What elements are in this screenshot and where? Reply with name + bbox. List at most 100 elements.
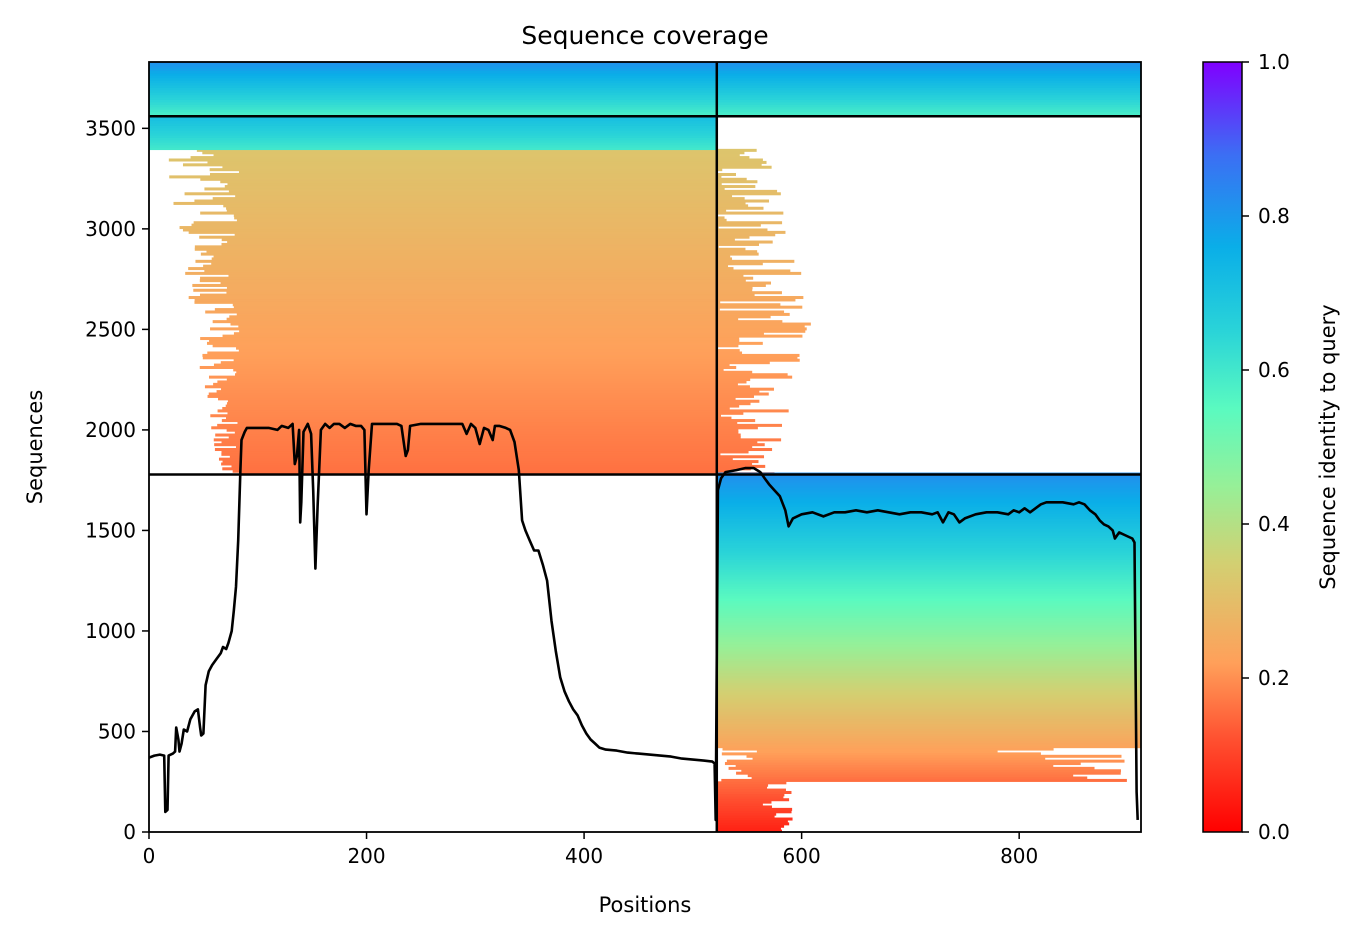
coverage-strip (238, 349, 740, 353)
coverage-strip (232, 469, 731, 473)
coverage-strip (716, 634, 1141, 638)
coverage-strip (196, 148, 757, 152)
coverage-strip (212, 320, 783, 324)
coverage-strip (716, 704, 1141, 708)
coverage-strip (716, 718, 1141, 722)
coverage-strip (716, 477, 1141, 481)
colorbar-label: Sequence identity to query (1316, 304, 1340, 589)
coverage-strip (202, 353, 800, 357)
coverage-strip (212, 197, 745, 201)
coverage-strip (721, 778, 1127, 782)
coverage-strip (149, 101, 1141, 105)
coverage-strip (716, 742, 1141, 746)
coverage-strip (746, 754, 1122, 758)
coverage-strip (716, 491, 1141, 495)
coverage-strip (221, 450, 749, 454)
coverage-strip (220, 180, 758, 184)
coverage-strip (735, 764, 1054, 768)
coverage-strip (716, 622, 1141, 626)
colorbar-tick-label: 0.0 (1258, 820, 1290, 844)
coverage-strip (716, 518, 1141, 522)
coverage-strip (149, 111, 1141, 115)
coverage-strip (226, 402, 751, 406)
coverage-strip (716, 626, 1141, 630)
coverage-strip (236, 346, 717, 350)
coverage-strip (213, 438, 782, 442)
coverage-strip (227, 182, 722, 186)
x-axis-label: Positions (599, 893, 692, 917)
coverage-strip (207, 351, 743, 355)
coverage-strip (235, 373, 788, 377)
coverage-strip (202, 151, 745, 155)
coverage-strip (222, 406, 730, 411)
coverage-strip (716, 648, 1141, 652)
coverage-strip (210, 414, 721, 418)
coverage-strip (756, 749, 998, 753)
coverage-strip (226, 416, 732, 420)
y-tick-label: 500 (98, 719, 136, 743)
coverage-strip (716, 667, 1141, 671)
coverage-strip (149, 68, 1141, 72)
coverage-strip (716, 523, 1141, 527)
coverage-strip (716, 561, 1141, 565)
coverage-strip (716, 597, 1141, 601)
coverage-strip (716, 711, 1141, 715)
coverage-strip (233, 358, 800, 362)
coverage-strip (214, 443, 765, 447)
coverage-strip (223, 204, 749, 208)
coverage-strip (716, 602, 1141, 606)
coverage-strip (169, 175, 722, 179)
coverage-strip (194, 247, 746, 251)
coverage-strip (716, 614, 1141, 618)
coverage-strip (231, 464, 766, 468)
coverage-strip (716, 494, 1141, 498)
coverage-strip (211, 262, 763, 266)
coverage-strip (236, 218, 727, 222)
coverage-strip (716, 807, 793, 811)
coverage-strip (214, 448, 773, 452)
coverage-strip (228, 189, 778, 193)
coverage-strip (202, 356, 798, 360)
coverage-strip (716, 735, 1141, 739)
y-tick-label: 2000 (85, 418, 136, 442)
coverage-strip (149, 125, 717, 129)
coverage-strip (226, 317, 739, 321)
coverage-strip (226, 206, 764, 210)
coverage-strip (716, 496, 1141, 500)
coverage-strip (716, 658, 1141, 662)
x-tick-label: 800 (1000, 844, 1038, 868)
y-tick-label: 2500 (85, 317, 136, 341)
coverage-strip (716, 554, 1141, 558)
coverage-strip (225, 404, 740, 408)
x-tick-label: 400 (565, 844, 603, 868)
coverage-strip (716, 583, 1141, 587)
coverage-strip (149, 92, 1141, 96)
coverage-strip (716, 576, 1141, 580)
coverage-strip (716, 675, 1141, 679)
coverage-strip (149, 104, 1141, 108)
coverage-strip (238, 170, 718, 174)
coverage-strip (716, 810, 792, 814)
coverage-strip (716, 487, 1141, 491)
coverage-strip (222, 334, 803, 338)
coverage-strip (716, 542, 1141, 546)
coverage-strip (168, 158, 763, 162)
y-tick-label: 1500 (85, 518, 136, 542)
coverage-strip (716, 737, 1141, 741)
coverage-strip (716, 624, 1141, 628)
coverage-strip (716, 795, 784, 799)
coverage-strip (716, 581, 1141, 585)
coverage-strip (716, 803, 763, 807)
coverage-strip (716, 805, 772, 809)
coverage-strip (192, 283, 766, 287)
coverage-strip (234, 233, 776, 237)
coverage-strip (227, 411, 744, 415)
coverage-strip (728, 766, 1095, 770)
colorbar (1202, 61, 1243, 833)
coverage-strip (716, 499, 1141, 503)
coverage-strip (233, 332, 764, 336)
coverage-strip (149, 134, 717, 138)
coverage-strip (149, 70, 1141, 74)
coverage-strip (726, 759, 1125, 763)
